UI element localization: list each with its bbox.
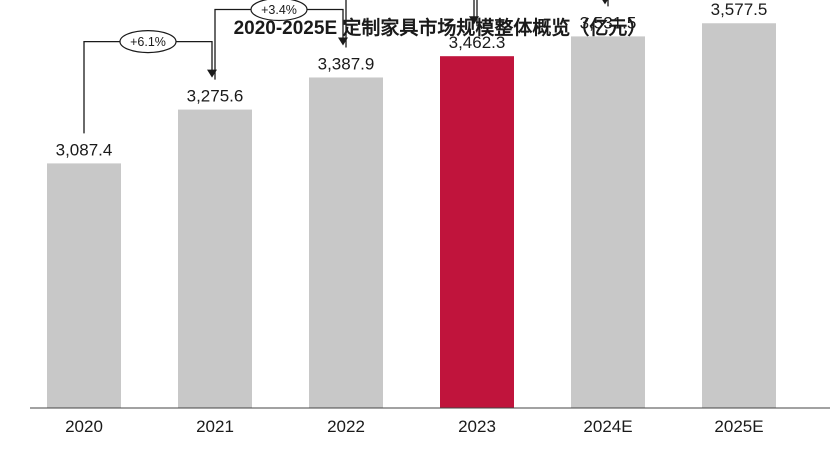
growth-label-1: +6.1% <box>130 35 166 49</box>
growth-label-2: +3.4% <box>261 3 297 17</box>
value-label-2022: 3,387.9 <box>318 54 375 73</box>
x-tick-label-2023: 2023 <box>458 417 496 436</box>
x-tick-label-2021: 2021 <box>196 417 234 436</box>
growth-connector-3 <box>345 0 475 48</box>
x-tick-label-2025E: 2025E <box>714 417 763 436</box>
chart-title: 2020-2025E 定制家具市场规模整体概览（亿元） <box>234 16 647 39</box>
x-tick-label-2022: 2022 <box>327 417 365 436</box>
x-tick-label-2024E: 2024E <box>583 417 632 436</box>
bar-2021 <box>178 109 252 409</box>
bar-2024E <box>571 36 645 408</box>
bar-2025E <box>702 23 776 408</box>
value-label-2020: 3,087.4 <box>56 140 113 159</box>
bar-2023 <box>440 56 514 408</box>
x-tick-label-2020: 2020 <box>65 417 103 436</box>
value-label-2023: 3,462.3 <box>449 33 506 52</box>
growth-badge-1 <box>119 29 177 54</box>
growth-arrowhead-4 <box>602 0 608 5</box>
bar-2020 <box>47 163 121 408</box>
bar-2022 <box>309 77 383 409</box>
growth-badge-2 <box>250 0 308 22</box>
value-label-2025E: 3,577.5 <box>711 0 768 19</box>
value-label-2024E: 3,531.5 <box>580 13 637 32</box>
value-label-2021: 3,275.6 <box>187 87 244 106</box>
